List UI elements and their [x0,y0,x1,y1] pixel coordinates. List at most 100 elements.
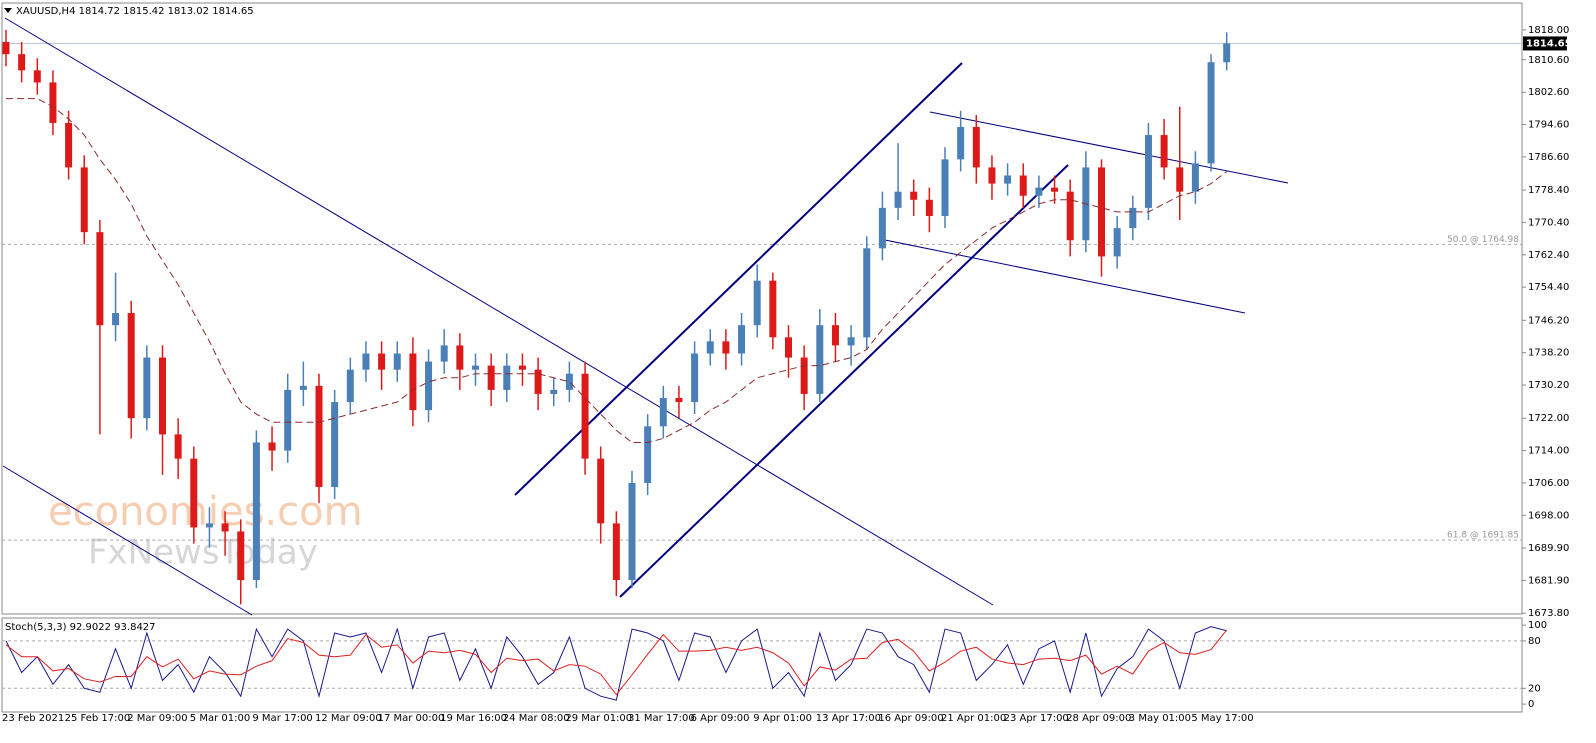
candle-body [190,458,198,528]
y-tick-label: 1762.40 [1528,250,1569,261]
candle-body [628,482,636,581]
candle-body [65,122,73,168]
candle-body [785,337,792,358]
candle-body [910,191,918,200]
candle-body [878,207,886,249]
candle-body [1051,187,1059,192]
moving-average [6,98,1228,443]
level-label: 50.0 @ 1764.98 [1447,235,1519,245]
x-tick-label: 5 Mar 01:00 [190,713,250,724]
x-tick-label: 28 Apr 09:00 [1066,713,1131,724]
candle-body [816,325,824,394]
candle-body [487,365,495,390]
x-tick-label: 9 Mar 17:00 [252,713,312,724]
candle-body [1066,191,1074,241]
candle-body [409,353,417,411]
y-tick-label: 1778.40 [1528,185,1569,196]
x-tick-label: 21 Apr 01:00 [941,713,1006,724]
flag-line [884,239,1246,314]
x-tick-label: 29 Mar 01:00 [565,713,632,724]
channel-line [619,164,1069,598]
candle-body [863,248,871,338]
candle-body [565,373,573,390]
y-tick-label: 1810.60 [1528,55,1569,66]
y-tick-label: 0 [1528,699,1534,710]
candle-body [96,232,104,326]
x-tick-label: 19 Mar 16:00 [440,713,507,724]
candle-body [299,385,307,390]
candle-body [1207,62,1215,164]
candle-body [1019,175,1027,196]
y-tick-label: 1754.40 [1528,282,1569,293]
candle-body [80,167,88,233]
candle-body [331,402,339,487]
candle-body [49,82,57,123]
y-tick-label: 1673.80 [1528,608,1569,619]
x-tick-label: 17 Mar 00:00 [378,713,445,724]
y-tick-label: 1730.20 [1528,380,1569,391]
candle-body [769,280,777,338]
y-tick-label: 1689.90 [1528,543,1569,554]
x-tick-label: 5 May 17:00 [1191,713,1253,724]
stoch-line [5,629,1228,696]
y-tick-label: 20 [1528,683,1541,694]
candle-body [644,426,652,483]
x-tick-label: 24 Mar 08:00 [503,713,570,724]
candle-body [1035,187,1043,196]
x-tick-label: 6 Apr 09:00 [691,713,750,724]
x-tick-label: 25 Feb 17:00 [65,713,131,724]
candle-body [237,531,245,581]
y-tick-label: 1714.00 [1528,446,1569,457]
trendline [4,17,994,606]
y-tick-label: 1722.00 [1528,413,1569,424]
candle-body [1223,43,1231,63]
candle-body [847,337,855,346]
candle-body [362,353,370,370]
candle-body [722,341,730,354]
candle-body [1004,175,1012,184]
candle-body [1129,207,1137,229]
candle-body [33,70,41,83]
chart-title: XAUUSD,H4 1814.72 1815.42 1813.02 1814.6… [16,6,254,17]
candle-body [159,357,166,435]
stoch-title: Stoch(5,3,3) 92.9022 93.8427 [5,622,156,633]
candle-body [1113,228,1121,257]
trendline [2,465,253,616]
candle-body [597,458,605,524]
candle-body [425,361,433,411]
channel-line [514,62,963,496]
y-tick-label: 1698.00 [1528,510,1569,521]
y-tick-label: 1818.00 [1528,25,1569,36]
candle-body [268,442,276,451]
candle-body [174,434,182,459]
candle-body [1098,167,1105,257]
stoch-frame [1,617,1523,713]
candle-body [221,523,229,532]
candle-body [2,42,10,55]
main-frame [1,2,1523,615]
candle-body [284,389,292,451]
menu-arrow[interactable] [4,8,12,13]
x-tick-label: 23 Feb 2021 [2,713,64,724]
candle-body [941,159,949,216]
candle-body [1160,135,1168,168]
x-tick-label: 16 Apr 09:00 [878,713,943,724]
candle-body [706,341,714,354]
candle-body [800,357,808,394]
y-tick-label: 1738.20 [1528,348,1569,359]
candle-body [346,369,354,403]
x-tick-label: 3 May 01:00 [1129,713,1191,724]
candle-body [143,357,151,419]
y-tick-label: 80 [1528,636,1541,647]
flag-line [929,111,1289,184]
candle-body [518,365,526,370]
candle-body [753,280,761,326]
candle-body [205,523,213,528]
last-price-label: 1814.65 [1526,38,1572,49]
watermark: economies.com [48,489,363,535]
y-tick-label: 100 [1528,620,1547,631]
candle-body [675,397,683,403]
x-tick-label: 31 Mar 17:00 [628,713,695,724]
